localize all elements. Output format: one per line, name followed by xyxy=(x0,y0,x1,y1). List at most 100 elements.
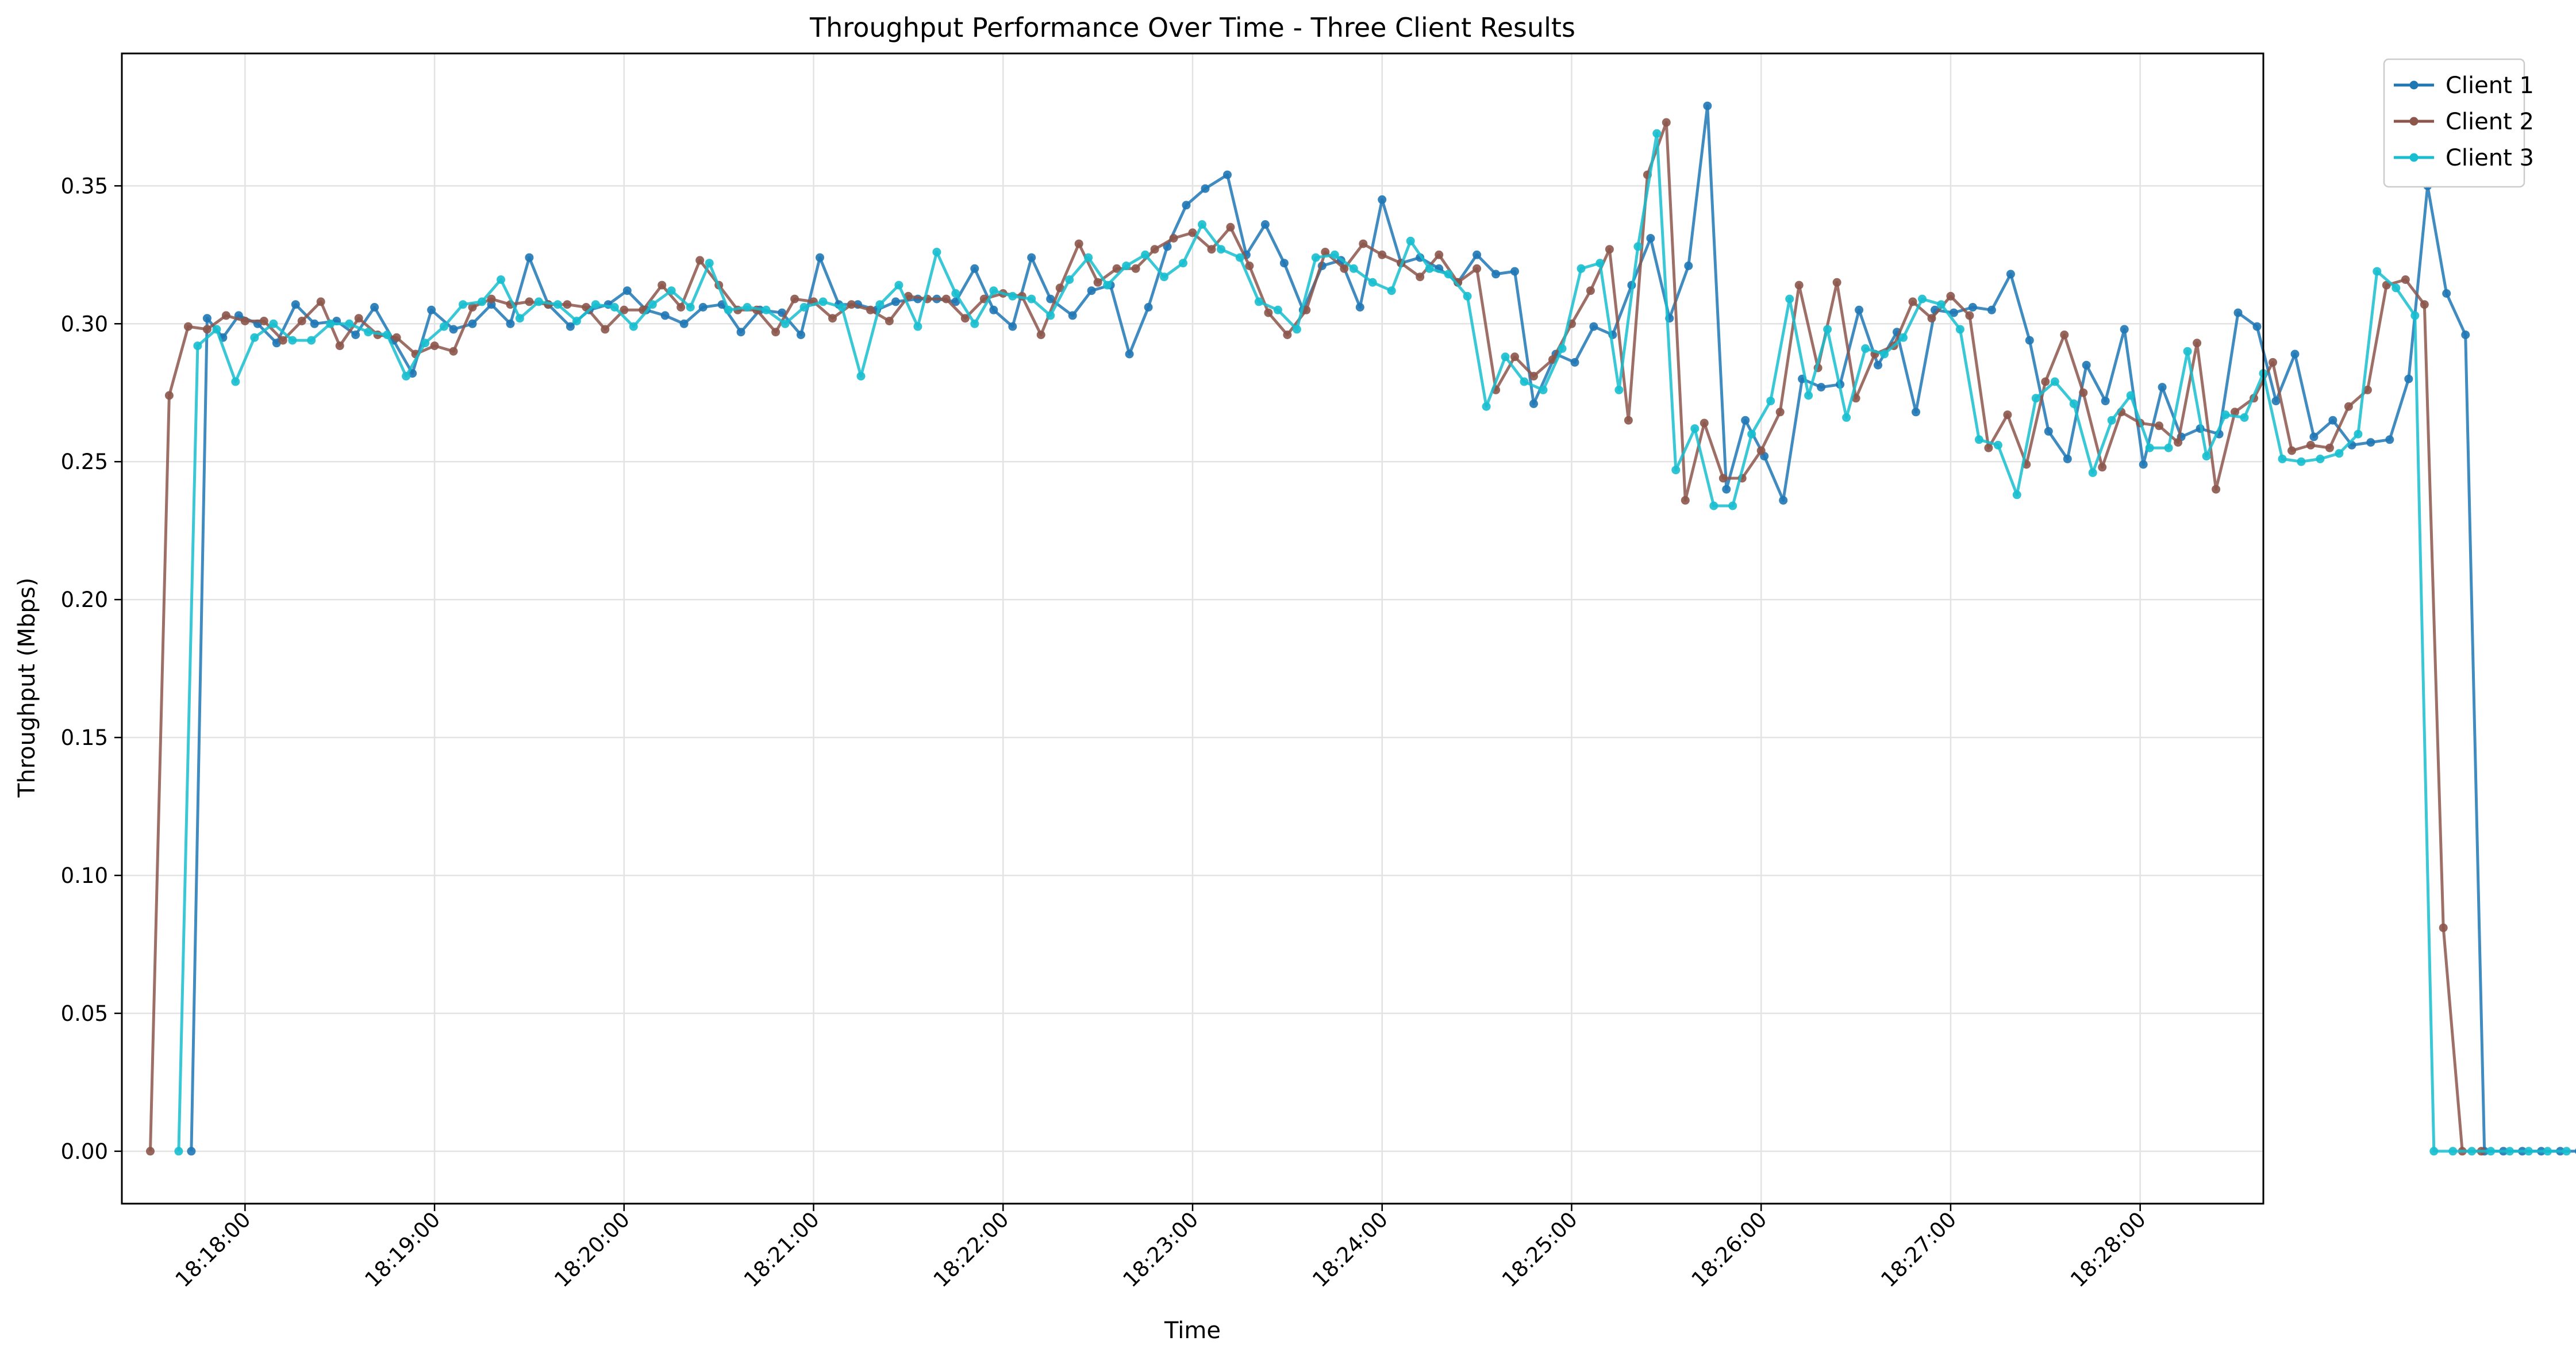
client-2-point xyxy=(1700,418,1709,428)
client-3-point xyxy=(534,297,543,306)
client-3-point xyxy=(818,297,828,306)
legend-marker-client-1 xyxy=(2409,80,2419,90)
client-2-point xyxy=(790,294,799,303)
client-2-point xyxy=(2420,300,2429,309)
client-2-point xyxy=(1832,278,1841,287)
client-1-point xyxy=(2120,325,2129,334)
client-1-point xyxy=(816,253,824,262)
client-1-point xyxy=(1817,383,1826,392)
client-2-point xyxy=(1756,446,1766,455)
client-3-point xyxy=(2202,452,2211,461)
client-1-point xyxy=(891,297,900,306)
client-2-point xyxy=(1624,416,1633,425)
client-1-point xyxy=(1779,495,1788,505)
client-1-point xyxy=(1279,259,1289,268)
client-3-point xyxy=(440,322,448,331)
client-3-point xyxy=(1065,275,1074,284)
client-2-point xyxy=(828,314,837,323)
y-tick-label: 0.00 xyxy=(61,1139,108,1164)
client-2-point xyxy=(695,256,705,265)
client-2-point xyxy=(2344,402,2353,411)
client-3-point xyxy=(591,300,600,309)
client-2-point xyxy=(392,333,401,342)
client-3-point xyxy=(1387,286,1396,295)
client-3-point xyxy=(610,303,619,312)
client-3-point xyxy=(1671,466,1681,475)
client-3-point xyxy=(2486,1147,2496,1156)
client-3-point xyxy=(667,286,676,295)
client-1-point xyxy=(622,286,632,295)
client-3-point xyxy=(2221,410,2230,420)
client-3-point xyxy=(970,319,979,328)
client-3-point xyxy=(2069,399,2078,408)
client-1-point xyxy=(1087,286,1096,295)
client-3-point xyxy=(1595,259,1605,268)
client-3-point xyxy=(288,336,297,345)
client-2-point xyxy=(2155,421,2164,431)
client-1-point xyxy=(1703,101,1712,110)
client-2-point xyxy=(1131,264,1140,273)
client-2-point xyxy=(885,317,894,325)
client-2-point xyxy=(1908,297,1917,306)
client-3-point xyxy=(743,303,752,312)
client-3-point xyxy=(2505,1147,2515,1156)
client-1-point xyxy=(2252,322,2262,331)
client-3-point xyxy=(1311,253,1320,262)
client-3-point xyxy=(1501,352,1510,362)
client-2-point xyxy=(1662,118,1671,127)
client-3-point xyxy=(2524,1147,2533,1156)
client-2-point xyxy=(354,314,363,323)
client-3-point xyxy=(1179,259,1187,268)
client-1-point xyxy=(2366,438,2375,447)
client-3-point xyxy=(1842,413,1851,422)
client-3-point xyxy=(307,336,316,345)
client-2-point xyxy=(960,314,970,323)
client-2-point xyxy=(525,297,534,306)
client-3-point xyxy=(875,300,885,309)
client-1-point xyxy=(660,311,670,320)
client-1-point xyxy=(1027,253,1036,262)
client-3-point xyxy=(250,333,259,342)
client-3-point xyxy=(174,1147,183,1156)
y-tick-label: 0.30 xyxy=(61,312,108,336)
client-2-point xyxy=(1112,264,1121,273)
client-2-point xyxy=(2079,388,2088,397)
client-2-point xyxy=(2363,385,2372,394)
client-2-point xyxy=(1510,352,1519,362)
client-3-point xyxy=(2373,267,2382,276)
client-1-point xyxy=(2328,416,2337,425)
client-3-point xyxy=(1084,253,1093,262)
client-3-point xyxy=(478,297,486,306)
client-1-point xyxy=(2063,454,2072,463)
client-1-point xyxy=(1646,234,1655,243)
client-2-point xyxy=(1340,264,1349,273)
client-3-point xyxy=(193,341,202,351)
client-1-point xyxy=(989,305,998,314)
client-2-point xyxy=(1472,264,1482,273)
client-3-point xyxy=(894,281,903,290)
client-3-point xyxy=(515,314,524,323)
client-2-point xyxy=(2269,358,2277,367)
client-2-point xyxy=(658,281,667,290)
client-3-point xyxy=(1292,325,1301,334)
client-3-point xyxy=(1122,262,1131,270)
client-3-series xyxy=(174,129,2571,1156)
y-tick-label: 0.10 xyxy=(61,863,108,888)
client-1-point xyxy=(1968,303,1977,312)
client-2-point xyxy=(278,336,287,345)
client-3-point xyxy=(2467,1147,2477,1156)
client-3-point xyxy=(1766,397,1775,406)
client-2-point xyxy=(1055,283,1064,293)
client-1-point xyxy=(2442,289,2451,298)
client-3-point xyxy=(1046,311,1055,320)
client-2-point xyxy=(240,317,249,325)
client-1-point xyxy=(1472,250,1482,259)
client-2-point xyxy=(221,311,230,320)
client-2-point xyxy=(1150,245,1159,254)
client-2-point xyxy=(676,303,686,312)
client-3-point xyxy=(2050,377,2059,386)
client-3-point xyxy=(2316,454,2325,463)
client-2-point xyxy=(1245,262,1254,270)
client-3-point xyxy=(1254,297,1263,306)
